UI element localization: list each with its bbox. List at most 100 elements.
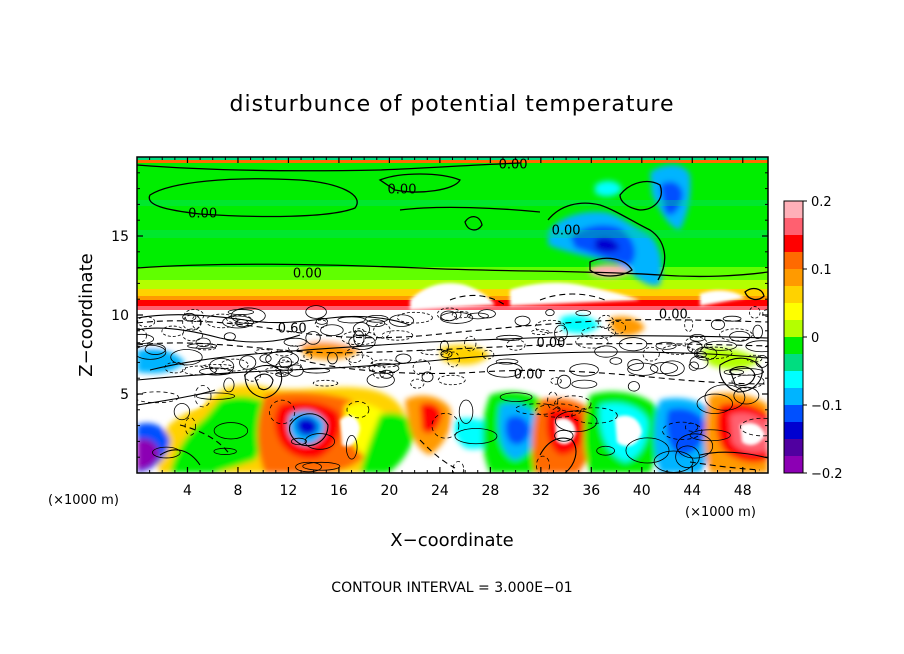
x-tick-label: 48 <box>734 483 752 499</box>
contour-fragment <box>314 319 328 328</box>
x-axis-unit-left: (×1000 m) <box>48 493 119 508</box>
contour-fragment <box>740 417 768 437</box>
contour-fragment <box>746 354 763 363</box>
contour-fragment <box>607 321 627 335</box>
contour-fragment <box>345 434 358 460</box>
colorbar-tick-label: −0.1 <box>811 399 843 414</box>
x-tick-label: 20 <box>380 483 398 499</box>
contour-fragment <box>650 362 679 375</box>
contour-fragment <box>421 371 434 383</box>
colorbar-tick-label: 0.1 <box>811 263 832 278</box>
contour-fragment <box>198 367 233 376</box>
contour-fragment <box>496 334 523 341</box>
contour-fragment <box>275 359 293 376</box>
contour-fragment <box>182 328 204 342</box>
contour-fragment <box>265 351 299 368</box>
x-tick-label: 12 <box>280 483 298 499</box>
contour-fragment <box>439 340 449 353</box>
contour-fragment <box>200 364 234 370</box>
contour-fragment <box>554 429 574 442</box>
x-tick-label: 44 <box>683 483 701 499</box>
contour-fragment <box>396 311 433 324</box>
contour-fragment <box>545 309 555 317</box>
x-tick-label: 4 <box>183 483 192 499</box>
contour-fragment <box>569 363 599 377</box>
contour-label: 0.00 <box>388 183 417 198</box>
contour-fragment <box>550 377 562 385</box>
contour-fragment <box>689 333 706 342</box>
contour-fragment <box>752 324 763 339</box>
contour-fragment <box>625 437 670 464</box>
x-tick-label: 36 <box>582 483 600 499</box>
contour-fragment <box>689 355 709 370</box>
contour-fragment <box>412 359 431 376</box>
contour-fragment <box>187 343 218 349</box>
colorbar-tick-label: 0 <box>811 331 819 346</box>
contour-fragment <box>458 399 474 424</box>
x-axis-unit-right: (×1000 m) <box>685 505 756 520</box>
contour-fragment <box>609 357 623 365</box>
contour-fragment <box>495 358 519 365</box>
contour-fragment <box>749 306 761 319</box>
x-axis: 4 8 12 16 20 24 28 32 36 40 44 48 <box>149 157 756 499</box>
contour-fragment <box>729 330 751 342</box>
colorbar-swatch <box>784 371 803 389</box>
contour-fragment <box>223 332 236 342</box>
contour-fragment <box>762 309 768 317</box>
contour-texture <box>137 305 768 473</box>
contour-fragment <box>464 335 477 352</box>
contour-fragment <box>420 349 449 356</box>
contour-fragment <box>547 391 559 410</box>
contour-fragment <box>379 369 394 379</box>
contour-fragment <box>213 422 249 440</box>
contour-fragment <box>327 351 338 365</box>
contour-fragment <box>346 401 370 419</box>
contour-fragment <box>486 362 523 378</box>
contour-fragment <box>655 341 677 350</box>
contour-fragment <box>278 356 292 369</box>
colorbar: 0.2 0.1 0 −0.1 −0.2 <box>783 195 843 482</box>
contour-fragment <box>344 347 364 364</box>
contour-fragment <box>244 368 262 382</box>
contour-fragment <box>275 371 289 377</box>
contour-fragment <box>305 331 321 345</box>
colorbar-swatch <box>784 354 803 372</box>
contour-fragment <box>440 310 458 322</box>
contour-fragment <box>642 346 660 362</box>
contour-fragment <box>676 433 714 459</box>
contour-label: 0.00 <box>514 367 543 382</box>
contour-fragment <box>288 345 299 352</box>
x-tick-label: 28 <box>481 483 499 499</box>
contour-fragment <box>627 381 640 392</box>
contour-fragment <box>436 307 462 321</box>
colorbar-swatch <box>784 456 803 474</box>
contour-fragment <box>695 351 707 359</box>
contour-fragment <box>688 361 699 371</box>
contour-fragment <box>227 309 254 315</box>
contour-fragment <box>320 324 344 337</box>
contour-fragment <box>689 429 731 442</box>
contour-fragment <box>275 361 302 371</box>
contour-fragment <box>627 362 659 376</box>
contour-fragment <box>182 312 197 322</box>
contour-fragment <box>161 325 185 337</box>
contour-fragment <box>137 328 147 344</box>
x-tick-label: 32 <box>532 483 550 499</box>
contour-fragment <box>222 315 254 329</box>
contour-fragment <box>661 344 694 355</box>
x-tick-label: 40 <box>633 483 651 499</box>
contour-fragment <box>454 428 498 445</box>
colorbar-swatch <box>784 303 803 321</box>
contour-fragment <box>571 379 598 389</box>
contour-fragment <box>137 391 179 404</box>
contour-fragment <box>618 337 648 352</box>
contour-fragment <box>337 316 366 324</box>
contour-fragment <box>352 328 367 344</box>
contour-fragment <box>194 385 212 408</box>
contour-label: 0.00 <box>552 224 581 239</box>
contour-label: 0.00 <box>659 307 688 322</box>
contour-fragment <box>312 379 339 387</box>
colorbar-swatch <box>784 286 803 304</box>
contour-fragment <box>213 447 237 455</box>
